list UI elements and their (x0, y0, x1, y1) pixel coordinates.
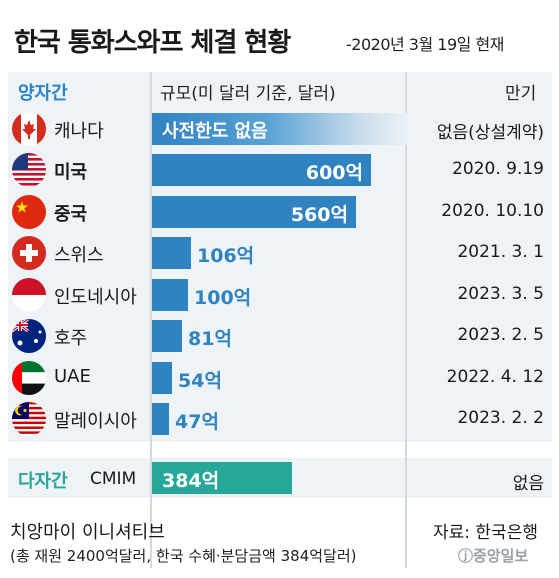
maturity-date: 2020. 9.19 (452, 159, 544, 179)
multilateral-header: 다자간 (18, 471, 68, 492)
scale-header: 규모(미 달러 기준, 달러) (160, 84, 336, 104)
malaysia-flag-icon (12, 402, 46, 436)
bilateral-header: 양자간 (18, 83, 68, 104)
category-label: 호주 (54, 328, 88, 349)
value-label: 600억 (305, 162, 363, 184)
category-label: 미국 (54, 162, 88, 183)
maturity-date: 2023. 2. 2 (457, 408, 544, 428)
multilateral-maturity: 없음 (512, 474, 544, 494)
maturity-date: 2021. 3. 1 (457, 242, 544, 262)
source-note: 자료: 한국은행 (433, 523, 538, 543)
maturity-date: 2022. 4. 12 (446, 367, 544, 387)
maturity-canada: 없음(상설계약) (436, 123, 544, 143)
maturity-date: 2023. 2. 5 (457, 325, 544, 345)
footnote-title: 치앙마이 이니셔티브 (10, 522, 165, 543)
category-label: 스위스 (54, 245, 104, 266)
bar (152, 196, 356, 228)
switzerland-flag-icon (12, 236, 46, 270)
publisher-logo: ⓙ중앙일보 (458, 547, 529, 565)
maturity-date: 2023. 3. 5 (457, 284, 544, 304)
bar (152, 154, 371, 186)
row-label-canada: 캐나다 (54, 121, 104, 142)
multilateral-bar (152, 462, 292, 494)
bar (152, 237, 191, 269)
category-label: 중국 (54, 204, 88, 225)
value-label: 100억 (194, 287, 252, 309)
bar (152, 279, 188, 311)
category-label: 인도네시아 (54, 287, 137, 308)
value-label: 560억 (290, 204, 348, 226)
bar (152, 362, 172, 394)
value-label: 81억 (188, 328, 232, 350)
category-label: UAE (54, 366, 91, 387)
value-label: 47억 (175, 411, 219, 433)
no-limit-label: 사전한도 없음 (162, 121, 268, 142)
uae-flag-icon (12, 361, 46, 395)
footnote-detail: (총 재원 2400억달러, 한국 수혜·분담금액 384억달러) (10, 547, 357, 565)
no-limit-bar (152, 113, 410, 145)
china-flag-icon (12, 195, 46, 229)
multilateral-name: CMIM (90, 469, 137, 489)
maturity-date: 2020. 10.10 (441, 201, 544, 221)
category-label: 말레이시아 (54, 411, 137, 432)
column-divider-right (405, 72, 407, 568)
column-divider-left (150, 72, 152, 568)
australia-flag-icon (12, 319, 46, 353)
multilateral-value-label: 384억 (162, 470, 220, 492)
value-label: 106억 (197, 245, 255, 267)
maturity-header: 만기 (505, 84, 537, 104)
usa-flag-icon (12, 153, 46, 187)
bar (152, 403, 169, 435)
page-title: 한국 통화스와프 체결 현황 (14, 28, 291, 58)
canada-flag-icon (12, 112, 46, 146)
value-label: 54억 (178, 370, 222, 392)
bar (152, 320, 182, 352)
indonesia-flag-icon (12, 278, 46, 312)
page-subtitle: -2020년 3월 19일 현재 (346, 35, 504, 54)
